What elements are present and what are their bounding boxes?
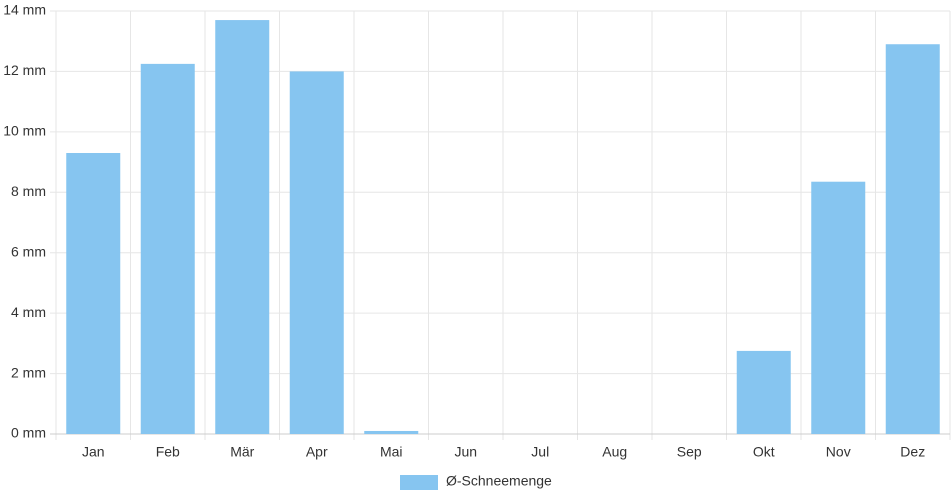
bar: [736, 350, 791, 434]
y-tick-label: 6 mm: [11, 243, 46, 259]
y-tick-label: 10 mm: [3, 123, 46, 139]
y-tick-label: 12 mm: [3, 62, 46, 78]
x-tick-label: Aug: [602, 444, 627, 460]
bar: [289, 71, 344, 434]
y-tick-label: 4 mm: [11, 304, 46, 320]
bar: [364, 430, 419, 434]
x-tick-label: Okt: [753, 444, 775, 460]
x-tick-label: Mai: [380, 444, 403, 460]
x-tick-label: Mär: [230, 444, 254, 460]
bar: [215, 20, 270, 435]
bar: [140, 63, 195, 434]
x-tick-label: Apr: [306, 444, 328, 460]
bar: [885, 44, 940, 434]
x-tick-label: Nov: [826, 444, 851, 460]
y-tick-label: 8 mm: [11, 183, 46, 199]
x-tick-label: Feb: [156, 444, 180, 460]
x-tick-label: Sep: [677, 444, 702, 460]
x-tick-label: Jul: [531, 444, 549, 460]
legend-label: Ø-Schneemenge: [446, 473, 552, 489]
legend-swatch: [400, 475, 438, 490]
bar: [811, 181, 866, 434]
y-tick-label: 2 mm: [11, 364, 46, 380]
x-tick-label: Jun: [454, 444, 477, 460]
x-tick-label: Jan: [82, 444, 105, 460]
bar: [66, 153, 121, 434]
y-tick-label: 14 mm: [3, 2, 46, 18]
x-tick-label: Dez: [900, 444, 925, 460]
y-tick-label: 0 mm: [11, 425, 46, 441]
